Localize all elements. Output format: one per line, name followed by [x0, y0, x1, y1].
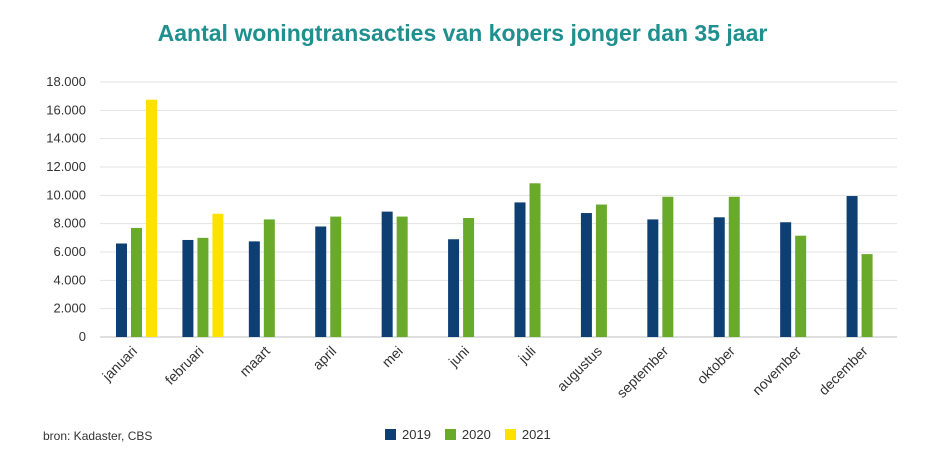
y-tick-label: 6.000 [53, 244, 86, 259]
chart-title: Aantal woningtransacties van kopers jong… [157, 20, 768, 46]
bar-2020-november [795, 235, 807, 337]
y-tick-label: 14.000 [46, 131, 86, 146]
bar-2020-juni [463, 218, 475, 337]
legend-item-2021: 2021 [504, 427, 551, 442]
x-tick-label-oktober: oktober [694, 343, 739, 388]
legend-swatch-2021 [504, 429, 516, 440]
bar-2020-januari [131, 227, 142, 337]
y-tick-label: 0 [79, 329, 86, 344]
legend-swatch-2019 [385, 429, 396, 440]
legend-item-2019: 2019 [385, 427, 431, 442]
bar-2019-mei [381, 211, 393, 337]
x-tick-label-april: april [309, 343, 339, 373]
grid-lines [100, 81, 897, 338]
legend-item-2020: 2020 [444, 427, 491, 442]
bar-2020-april [330, 216, 342, 337]
bar-2020-oktober [728, 196, 740, 337]
bar-2019-december [846, 196, 858, 337]
bar-2021-februari [212, 213, 224, 337]
bar-2019-november [780, 222, 792, 337]
bar-2019-oktober [713, 217, 725, 337]
bar-2019-juni [448, 239, 460, 337]
bar-2019-september [647, 219, 659, 337]
bar-2020-februari [197, 237, 209, 337]
x-tick-label-januari: januari [98, 343, 140, 385]
legend-label-2019: 2019 [402, 427, 431, 442]
x-tick-label-december: december [815, 343, 871, 399]
y-tick-label: 10.000 [46, 187, 86, 202]
bar-2019-juli [514, 202, 526, 337]
bar-2019-augustus [580, 213, 592, 337]
y-tick-label: 12.000 [46, 159, 86, 174]
bar-2020-mei [396, 216, 408, 337]
x-tick-label-november: november [749, 343, 805, 399]
bar-2019-januari [116, 243, 127, 337]
y-tick-label: 16.000 [46, 102, 86, 117]
y-tick-label: 8.000 [53, 216, 86, 231]
legend-swatch-2020 [444, 429, 456, 440]
bar-2019-maart [248, 241, 260, 337]
x-tick-label-juni: juni [445, 343, 472, 370]
bar-2019-februari [182, 239, 194, 337]
x-tick-label-februari: februari [162, 343, 207, 388]
x-tick-label-maart: maart [236, 343, 273, 380]
bar-2020-september [662, 196, 674, 337]
x-tick-label-juli: juli [514, 343, 538, 367]
bar-2020-juli [529, 183, 541, 337]
y-tick-label: 4.000 [53, 272, 86, 287]
y-axis: 0 2.000 4.000 6.000 8.000 10.000 12.000 14.000 1… [46, 74, 86, 344]
legend: 2019 2020 2021 [385, 427, 551, 442]
x-tick-label-augustus: augustus [554, 343, 605, 394]
x-tick-label-september: september [613, 343, 671, 401]
bars [116, 99, 873, 337]
legend-label-2020: 2020 [461, 427, 491, 442]
y-tick-label: 2.000 [53, 301, 86, 316]
bar-2020-augustus [595, 204, 607, 337]
bar-2020-maart [263, 219, 275, 337]
source-note: bron: Kadaster, CBS [43, 429, 153, 443]
bar-2019-april [315, 226, 327, 337]
y-tick-label: 18.000 [46, 74, 86, 89]
bar-2021-januari [146, 99, 157, 337]
x-tick-label-mei: mei [379, 343, 406, 370]
x-axis: januari februari maart april mei juni juli augu… [98, 343, 871, 401]
legend-label-2021: 2021 [521, 427, 551, 442]
bar-2020-december [861, 254, 873, 337]
